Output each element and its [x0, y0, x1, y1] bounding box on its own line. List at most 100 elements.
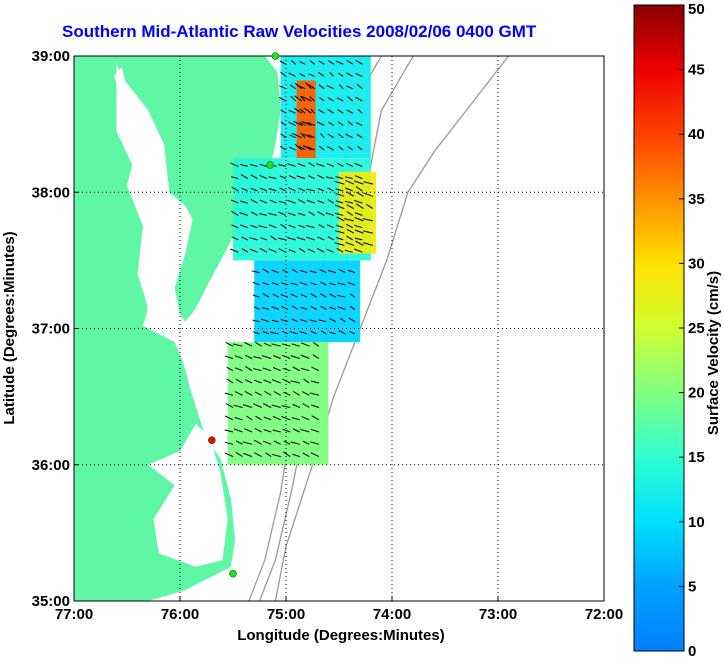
velocity-arrow: [326, 84, 334, 90]
velocity-arrow: [346, 59, 354, 65]
colorbar-tick-label: 30: [688, 255, 705, 272]
x-tick-label: 75:00: [267, 606, 305, 623]
velocity-arrow: [318, 60, 325, 65]
velocity-arrow: [278, 200, 287, 204]
velocity-patch-south-shelf: [227, 342, 329, 465]
velocity-arrow: [309, 319, 317, 323]
velocity-arrow: [288, 109, 296, 114]
velocity-arrow: [310, 428, 320, 433]
velocity-arrow: [261, 307, 270, 310]
velocity-arrow: [327, 60, 334, 65]
velocity-arrow: [347, 96, 354, 102]
velocity-arrow: [290, 59, 296, 65]
velocity-arrow: [250, 224, 258, 229]
velocity-arrow: [232, 343, 243, 347]
x-tick-label: 77:00: [55, 606, 93, 623]
velocity-arrow: [231, 176, 239, 180]
velocity-arrow: [235, 378, 243, 384]
velocity-arrow: [354, 175, 363, 180]
velocity-arrow: [301, 416, 310, 421]
velocity-arrow: [258, 225, 268, 229]
velocity-arrow: [317, 187, 325, 192]
velocity-arrow: [224, 355, 234, 359]
colorbar-tick-label: 25: [688, 320, 705, 337]
velocity-arrow: [301, 391, 310, 396]
velocity-arrow: [224, 392, 234, 396]
velocity-arrow: [347, 269, 356, 274]
velocity-arrow: [338, 146, 344, 151]
velocity-arrow: [300, 354, 310, 359]
velocity-arrow: [259, 213, 268, 216]
velocity-arrow: [278, 248, 287, 253]
velocity-arrow: [299, 73, 306, 77]
velocity-arrow: [336, 247, 344, 253]
velocity-arrow: [308, 162, 315, 167]
velocity-arrow: [337, 109, 344, 114]
velocity-arrow: [310, 282, 317, 286]
velocity-arrow: [309, 270, 317, 274]
x-tick-label: 74:00: [373, 606, 411, 623]
y-axis-ticks: 39:00 38:00 37:00 36:00 35:00: [32, 48, 79, 610]
velocity-arrow: [255, 341, 262, 347]
velocity-arrow: [327, 108, 334, 114]
velocity-arrow: [300, 342, 310, 347]
velocity-arrow: [345, 133, 354, 139]
velocity-arrow: [263, 379, 272, 384]
velocity-arrow: [293, 391, 301, 396]
velocity-arrow: [312, 354, 320, 359]
velocity-arrow: [294, 82, 303, 90]
velocity-arrow: [279, 187, 287, 192]
velocity-arrow: [309, 60, 315, 65]
pamlico-sound: [148, 423, 228, 567]
velocity-arrow: [253, 403, 262, 408]
velocity-arrow: [281, 282, 289, 286]
velocity-arrow: [253, 452, 262, 458]
velocity-arrow: [336, 216, 345, 222]
velocity-arrow: [336, 162, 344, 167]
velocity-arrow: [355, 191, 364, 197]
colorbar-tick-label: 5: [688, 578, 696, 595]
velocity-arrow: [308, 73, 315, 77]
velocity-arrow: [355, 240, 364, 246]
velocity-arrow: [224, 441, 234, 445]
velocity-arrow: [253, 306, 260, 310]
radar-station-marker: [266, 161, 274, 169]
velocity-arrow: [234, 367, 243, 372]
velocity-arrow: [346, 235, 354, 241]
velocity-arrow: [302, 145, 312, 151]
velocity-arrow: [363, 181, 374, 185]
velocity-arrow: [299, 428, 310, 433]
velocity-arrow: [262, 367, 272, 372]
velocity-arrow: [292, 453, 300, 458]
velocity-arrow: [325, 212, 334, 216]
velocity-arrow: [292, 428, 301, 433]
velocity-arrow: [280, 305, 289, 310]
velocity-arrow: [254, 439, 262, 445]
velocity-arrow: [326, 248, 334, 253]
velocity-arrow: [293, 120, 303, 126]
velocity-arrow: [252, 319, 260, 323]
velocity-arrow: [302, 452, 310, 458]
velocity-arrow: [310, 330, 317, 335]
velocity-arrow: [318, 223, 325, 229]
velocity-arrow: [300, 367, 310, 372]
velocity-arrow: [282, 391, 291, 396]
velocity-arrow: [306, 236, 315, 241]
velocity-arrow: [338, 268, 346, 274]
velocity-arrow: [334, 242, 345, 246]
velocity-arrow: [337, 306, 346, 310]
velocity-arrow: [345, 223, 354, 229]
velocity-arrow: [239, 163, 248, 167]
x-tick-label: 72:00: [585, 606, 623, 623]
velocity-arrow: [244, 390, 253, 396]
velocity-arrow: [327, 97, 334, 102]
velocity-arrow: [297, 198, 306, 204]
velocity-arrow: [354, 212, 363, 216]
velocity-arrow: [354, 224, 363, 229]
velocity-arrow: [224, 429, 234, 433]
velocity-arrow: [294, 143, 303, 151]
velocity-arrow: [249, 237, 258, 241]
velocity-arrow: [290, 355, 300, 359]
